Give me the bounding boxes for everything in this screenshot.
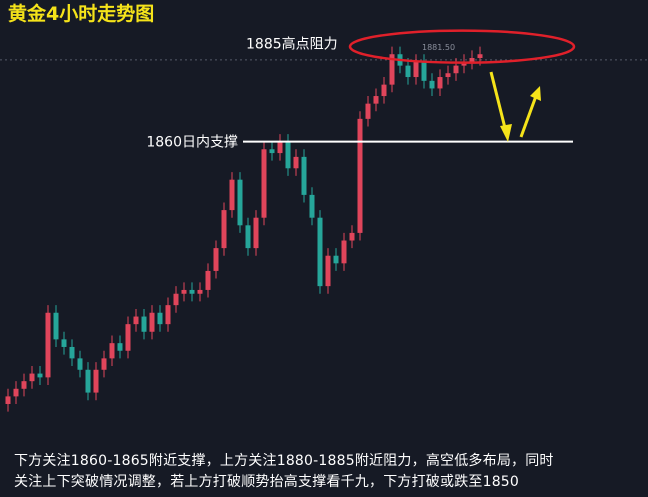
candle-body	[21, 381, 27, 389]
arrow-head	[500, 124, 512, 142]
candle-body	[77, 358, 83, 370]
candle-body	[325, 255, 331, 287]
arrow	[519, 95, 538, 138]
candle-body	[37, 373, 43, 378]
chart-title: 黄金4小时走势图	[8, 2, 154, 25]
candle-body	[333, 255, 339, 264]
candle-body	[309, 194, 315, 218]
candle-body	[381, 84, 387, 97]
candle-body	[317, 217, 323, 287]
candle-body	[173, 293, 179, 306]
candle-body	[477, 54, 483, 59]
candle-body	[141, 316, 147, 332]
candle-body	[357, 118, 363, 233]
candle-body	[389, 54, 395, 85]
candle-body	[221, 210, 227, 249]
candle-body	[69, 346, 75, 359]
candle-body	[181, 289, 187, 294]
candle-body	[413, 61, 419, 78]
candle-body	[237, 179, 243, 226]
candle-body	[269, 149, 275, 154]
candle-body	[373, 96, 379, 104]
candle-body	[197, 289, 203, 294]
candle-body	[53, 312, 59, 340]
candle-body	[149, 312, 155, 332]
arrow-head	[530, 86, 541, 101]
candle-body	[469, 58, 475, 62]
resistance-ellipse	[348, 29, 576, 64]
candle-body	[61, 339, 67, 347]
candle-body	[261, 149, 267, 218]
candle-body	[101, 358, 107, 370]
candle-body	[45, 312, 51, 378]
candle-body	[293, 156, 299, 169]
support-label: 1860日内支撑	[146, 135, 238, 151]
candle-body	[229, 179, 235, 211]
candle-body	[189, 289, 195, 294]
candle-body	[445, 73, 451, 78]
candle-body	[93, 369, 99, 393]
resistance-label: 1885高点阻力	[246, 36, 338, 53]
candle-body	[5, 396, 11, 404]
candle-body	[133, 316, 139, 325]
candle-body	[253, 217, 259, 249]
candle-body	[205, 270, 211, 290]
candle-body	[117, 343, 123, 351]
candle-body	[301, 156, 307, 195]
candle-body	[85, 369, 91, 393]
candle-body	[453, 65, 459, 74]
candle-body	[421, 61, 427, 81]
candle-body	[109, 343, 115, 359]
candle-body	[213, 248, 219, 271]
candle-body	[29, 373, 35, 382]
candle-body	[349, 232, 355, 241]
candle-body	[277, 141, 283, 154]
candle-body	[429, 80, 435, 89]
candle-body	[13, 388, 19, 397]
candle-body	[157, 312, 163, 325]
commentary: 关注上下突破情况调整，若上方打破顺势抬高支撑看千九，下方打破或跌至1850	[14, 474, 520, 490]
candle-body	[125, 324, 131, 351]
commentary: 下方关注1860-1865附近支撑，上方关注1880-1885附近阻力，高空低多…	[14, 453, 554, 469]
arrow	[489, 71, 508, 133]
candle-body	[365, 103, 371, 119]
candle-body	[165, 305, 171, 325]
chart: 黄金4小时走势图 1881.50 1860日内支撑 1885高点阻力	[0, 2, 648, 412]
price-marker-label: 1881.50	[422, 43, 455, 52]
candle-body	[285, 141, 291, 169]
candle-body	[437, 77, 443, 89]
candle-body	[405, 65, 411, 78]
candle-body	[341, 240, 347, 264]
candle-body	[245, 225, 251, 249]
